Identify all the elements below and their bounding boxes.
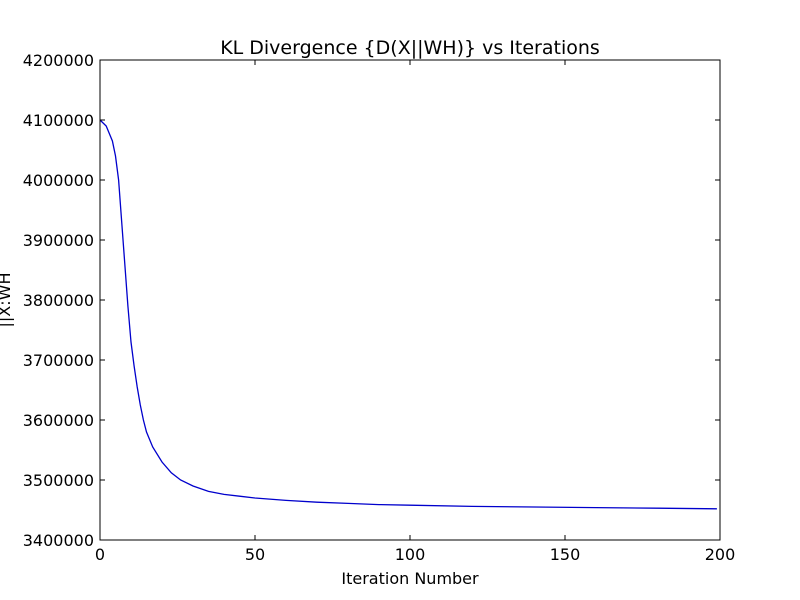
series-line [99, 119, 717, 510]
y-tick-label: 4100000 [23, 111, 94, 130]
chart-title: KL Divergence {D(X||WH)} vs Iterations [220, 37, 600, 59]
y-tick-label: 3500000 [23, 471, 94, 490]
y-tick-label: 4000000 [23, 171, 94, 190]
y-axis-ticks: 3400000 3500000 3600000 3700000 3800000 39000… [23, 51, 720, 550]
x-tick-label: 150 [550, 545, 581, 564]
y-tick-label: 3400000 [23, 531, 94, 550]
x-tick-label: 200 [705, 545, 736, 564]
y-tick-label: 3700000 [23, 351, 94, 370]
x-tick-label: 100 [395, 545, 426, 564]
y-tick-label: 3600000 [23, 411, 94, 430]
y-tick-label: 3800000 [23, 291, 94, 310]
y-axis-label: ||X:WH [0, 273, 14, 328]
x-axis-label: Iteration Number [341, 569, 479, 588]
y-tick-label: 3900000 [23, 231, 94, 250]
x-axis-ticks: 0 50 100 150 200 [95, 60, 735, 564]
x-tick-label: 0 [95, 545, 105, 564]
x-tick-label: 50 [245, 545, 265, 564]
y-tick-label: 4200000 [23, 51, 94, 70]
